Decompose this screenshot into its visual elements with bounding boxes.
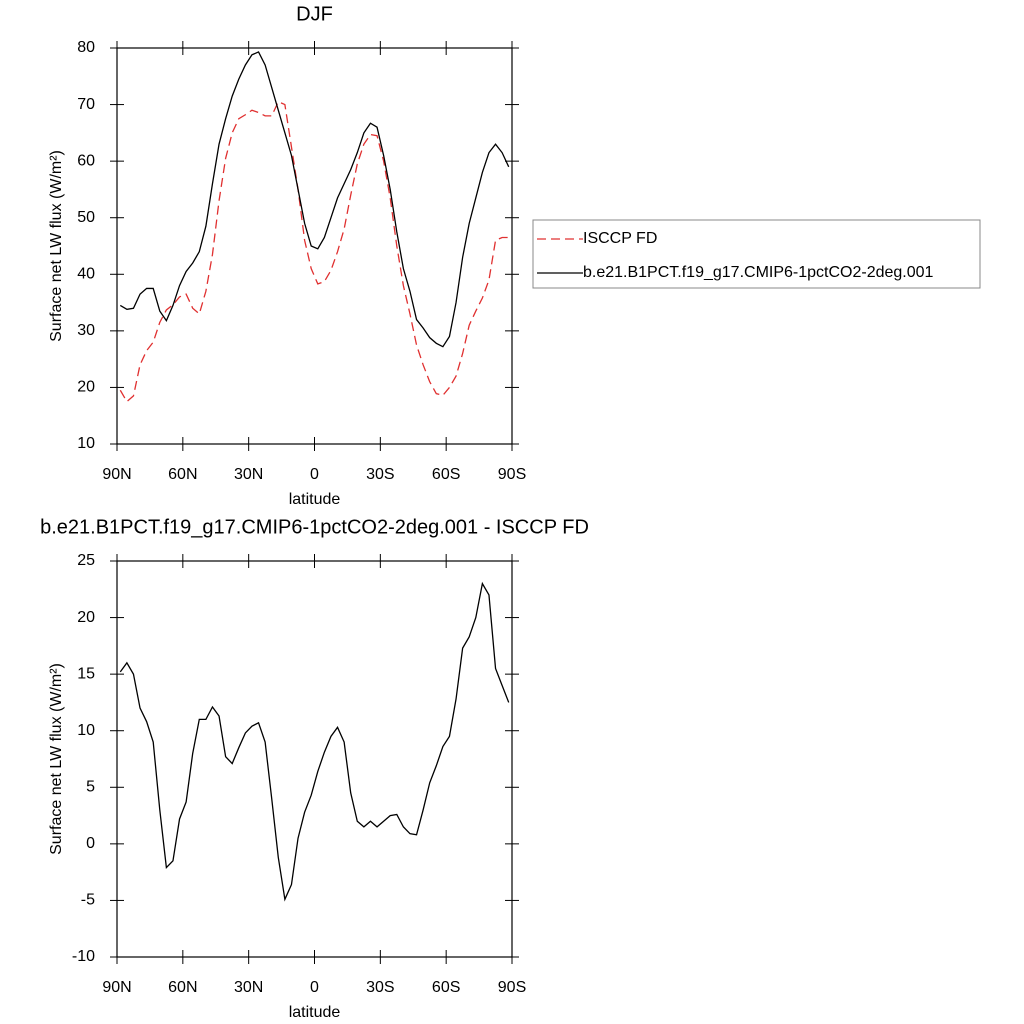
x-tick-label: 30S — [366, 979, 394, 996]
y-tick-label: 60 — [77, 152, 95, 169]
plot-frame — [116, 47, 513, 445]
y-tick-label: 20 — [77, 609, 95, 626]
y-tick-label: 70 — [77, 96, 95, 113]
y-tick-label: 0 — [86, 835, 95, 852]
legend-label: b.e21.B1PCT.f19_g17.CMIP6-1pctCO2-2deg.0… — [583, 264, 934, 281]
x-tick-label: 0 — [310, 979, 319, 996]
x-tick-label: 90N — [102, 466, 131, 483]
y-tick-label: 20 — [77, 379, 95, 396]
chart-title: b.e21.B1PCT.f19_g17.CMIP6-1pctCO2-2deg.0… — [40, 516, 589, 538]
x-axis-label: latitude — [289, 1004, 341, 1021]
y-tick-label: -10 — [72, 948, 95, 965]
y-tick-label: 50 — [77, 209, 95, 226]
data-line — [119, 51, 510, 348]
x-tick-label: 60N — [168, 979, 197, 996]
x-tick-label: 90N — [102, 979, 131, 996]
x-tick-label: 30S — [366, 466, 394, 483]
x-tick-label: 30N — [234, 466, 263, 483]
y-tick-label: 10 — [77, 722, 95, 739]
y-axis-label: Surface net LW flux (W/m²) — [48, 150, 65, 342]
y-tick-label: 25 — [77, 552, 95, 569]
plot-frame — [116, 560, 513, 958]
x-tick-label: 60S — [432, 466, 460, 483]
y-tick-label: 5 — [86, 779, 95, 796]
x-tick-label: 90S — [498, 466, 526, 483]
x-tick-label: 0 — [310, 466, 319, 483]
y-tick-label: 40 — [77, 266, 95, 283]
y-tick-label: 10 — [77, 435, 95, 452]
data-line — [119, 581, 510, 902]
y-tick-label: 30 — [77, 322, 95, 339]
chart-title: DJF — [296, 3, 333, 25]
data-line — [119, 100, 509, 403]
x-axis-label: latitude — [289, 491, 341, 508]
x-tick-label: 90S — [498, 979, 526, 996]
y-axis-label: Surface net LW flux (W/m²) — [48, 663, 65, 855]
x-tick-label: 30N — [234, 979, 263, 996]
legend-box — [532, 219, 981, 289]
x-tick-label: 60N — [168, 466, 197, 483]
y-tick-label: -5 — [81, 892, 95, 909]
legend-label: ISCCP FD — [583, 230, 657, 247]
y-tick-label: 15 — [77, 665, 95, 682]
y-tick-label: 80 — [77, 39, 95, 56]
x-tick-label: 60S — [432, 979, 460, 996]
